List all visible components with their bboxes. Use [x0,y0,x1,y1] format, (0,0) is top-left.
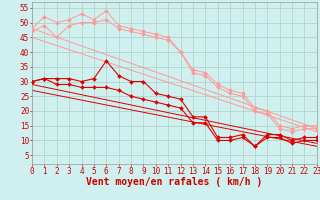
X-axis label: Vent moyen/en rafales ( km/h ): Vent moyen/en rafales ( km/h ) [86,177,262,187]
